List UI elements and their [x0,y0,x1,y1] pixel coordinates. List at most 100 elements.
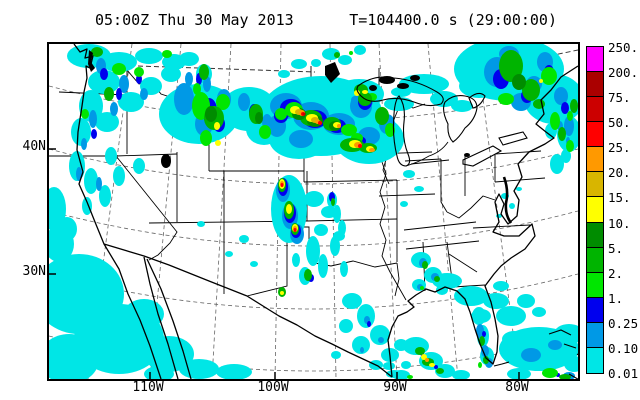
precip-blob [454,286,488,306]
precip-blob [330,236,340,256]
precip-blob [425,358,429,362]
colorbar-label: 200. [608,65,639,81]
precip-blob [342,293,362,309]
precip-blob [306,236,320,266]
precip-blob [360,347,364,353]
precip-blob [415,347,425,355]
precip-blob [216,94,230,110]
precip-blob [566,140,574,152]
precip-blob [476,324,484,338]
precip-blob [341,124,357,136]
precip-blob [134,67,144,77]
precip-blob [483,293,509,309]
precip-blob [162,50,172,58]
precip-blob [434,276,440,282]
precipitation-field [49,44,578,379]
precip-blob [357,304,375,328]
precip-blob [113,166,125,186]
precip-blob [99,185,111,207]
precip-blob [275,108,287,120]
colorbar-label: 20. [608,165,631,181]
precip-blob [259,125,271,139]
precip-blob [522,79,540,101]
precip-blob [291,59,307,69]
precip-blob [205,106,217,122]
colorbar-segment [586,121,604,149]
precip-blob [421,354,427,360]
precip-blob [104,87,114,101]
precip-blob [548,340,562,350]
colorbar-label: 1. [608,290,624,306]
coastlines [73,44,578,379]
precip-blob [436,368,444,374]
precip-blob [100,68,108,80]
precip-blob [255,112,263,124]
precip-blob [88,70,120,94]
precip-blob [214,122,220,130]
precip-blob [554,87,568,105]
precip-blob [517,294,535,308]
precip-blob [311,59,321,67]
precip-blob [362,90,368,94]
precip-blob [199,64,209,80]
precip-blob [554,324,578,344]
precip-blob [550,112,560,130]
precip-blob [96,177,102,191]
precip-blob [354,45,366,55]
inland-water-bodies [88,50,470,168]
precip-blob [239,235,249,243]
precip-blob [81,109,89,119]
us-precipitation-map [47,42,580,381]
precip-blob [559,374,571,379]
colorbar-segment [586,45,604,74]
precip-blob [179,359,219,379]
precip-blob [116,88,122,100]
precip-blob [539,79,543,83]
precip-blob [49,334,99,379]
precip-blob [422,261,428,269]
precip-blob [339,319,353,333]
precip-blob [112,63,126,75]
precip-blob [493,281,509,291]
axis-ticks [49,148,520,379]
precip-blob [338,55,352,65]
precip-blob [383,362,395,370]
precip-blob [555,161,563,171]
precip-blob [318,254,328,278]
precip-blob [135,48,163,64]
precip-blob [558,127,566,141]
precip-blob [561,149,571,163]
precip-blob [89,110,97,128]
precip-blob [430,91,458,107]
precip-blob [567,111,573,121]
precip-blob [570,99,578,113]
precip-blob [483,356,489,364]
colorbar-label: 75. [608,90,631,106]
precip-blob [434,365,438,369]
colorbar-label: 0.25 [608,315,639,331]
precip-blob [179,52,199,66]
precip-blob [197,221,205,227]
precip-blob [369,148,375,152]
x-axis-label: 90W [383,380,407,395]
precip-blob [334,52,340,58]
colorbar-segment [586,346,604,374]
precip-blob [105,147,117,165]
precip-blob [432,273,462,289]
precip-blob [532,307,546,317]
precip-blob [375,107,389,125]
precip-blob [496,306,526,326]
precip-blob [401,361,411,369]
precip-blob [482,331,486,337]
title-model-time: T=104400.0 s (29:00:00) [349,11,557,29]
precip-blob [101,52,137,72]
colorbar-label: 25. [608,140,631,156]
precip-blob [370,325,390,345]
precip-blob [289,130,313,148]
precip-blob [516,187,522,191]
precip-blob [110,102,118,116]
precip-blob [452,370,470,379]
colorbar-segment [586,221,604,249]
precip-blob [331,351,341,359]
